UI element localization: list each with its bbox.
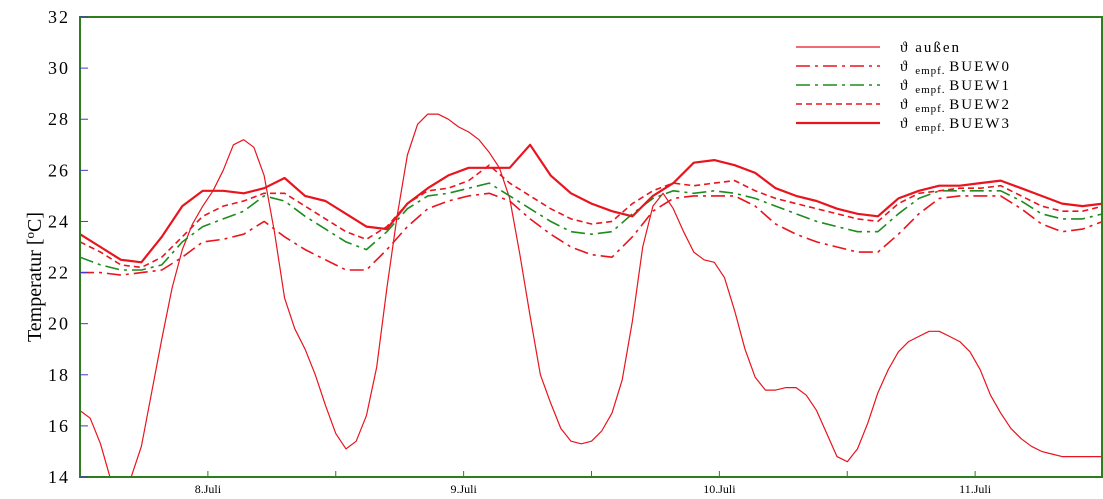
- plot-area: [80, 113, 1103, 477]
- legend-suffix: BUEW1: [949, 78, 1011, 94]
- legend-label: ϑ empf. BUEW3: [900, 116, 1011, 134]
- legend-label: ϑ außen: [900, 40, 961, 56]
- x-tick-label: 8.Juli: [195, 482, 222, 496]
- y-tick-label: 28: [48, 109, 70, 129]
- legend-suffix: BUEW3: [949, 116, 1011, 132]
- y-tick-label: 24: [48, 211, 70, 231]
- x-tick-label: 10.Juli: [703, 482, 736, 496]
- y-axis-label-unit: C]: [24, 212, 46, 232]
- x-tick-label: 11.Juli: [959, 482, 992, 496]
- legend-subscript: empf.: [915, 65, 949, 77]
- y-tick-label: 26: [48, 160, 70, 180]
- series-line-4: [80, 143, 1103, 264]
- legend-symbol: ϑ: [900, 59, 915, 75]
- y-tick-label: 22: [48, 263, 70, 283]
- legend-subscript: empf.: [915, 103, 949, 115]
- legend-entry-0: ϑ außen: [796, 40, 961, 56]
- y-tick-label: 32: [48, 7, 70, 27]
- y-axis-label-sup: o: [22, 232, 37, 239]
- legend-entry-1: ϑ empf. BUEW0: [796, 59, 1011, 77]
- legend-label: ϑ empf. BUEW1: [900, 78, 1011, 96]
- legend-entry-4: ϑ empf. BUEW3: [796, 116, 1011, 134]
- y-axis-label-text: Temperatur [: [24, 238, 46, 342]
- series-lines: [80, 113, 1103, 477]
- series-line-3: [80, 164, 1103, 269]
- series-line-2: [80, 182, 1103, 271]
- series-line-0: [80, 113, 1103, 477]
- y-tick-label: 16: [48, 416, 70, 436]
- legend-symbol: ϑ: [900, 116, 915, 132]
- legend-subscript: empf.: [915, 122, 949, 134]
- legend-label: ϑ empf. BUEW2: [900, 97, 1011, 115]
- legend-suffix: BUEW2: [949, 97, 1011, 113]
- y-tick-label: 18: [48, 365, 70, 385]
- y-tick-label: 14: [48, 467, 70, 487]
- y-tick-label: 20: [48, 314, 70, 334]
- legend-symbol: ϑ: [900, 97, 915, 113]
- series-line-1: [80, 192, 1103, 276]
- legend-symbol: ϑ: [900, 78, 915, 94]
- legend-entry-2: ϑ empf. BUEW1: [796, 78, 1011, 96]
- legend-suffix: außen: [915, 40, 961, 56]
- y-tick-label: 30: [48, 58, 70, 78]
- legend-entry-3: ϑ empf. BUEW2: [796, 97, 1011, 115]
- legend-label: ϑ empf. BUEW0: [900, 59, 1011, 77]
- legend-suffix: BUEW0: [949, 59, 1011, 75]
- x-tick-label: 9.Juli: [450, 482, 477, 496]
- y-axis-label: Temperatur [oC]: [22, 212, 47, 342]
- axes: 14 16 18 20 22 24 26 28 30 32 8.Juli 9.Juli 10.Juli 1…: [48, 7, 1103, 496]
- legend-symbol: ϑ: [900, 40, 915, 56]
- legend-subscript: empf.: [915, 84, 949, 96]
